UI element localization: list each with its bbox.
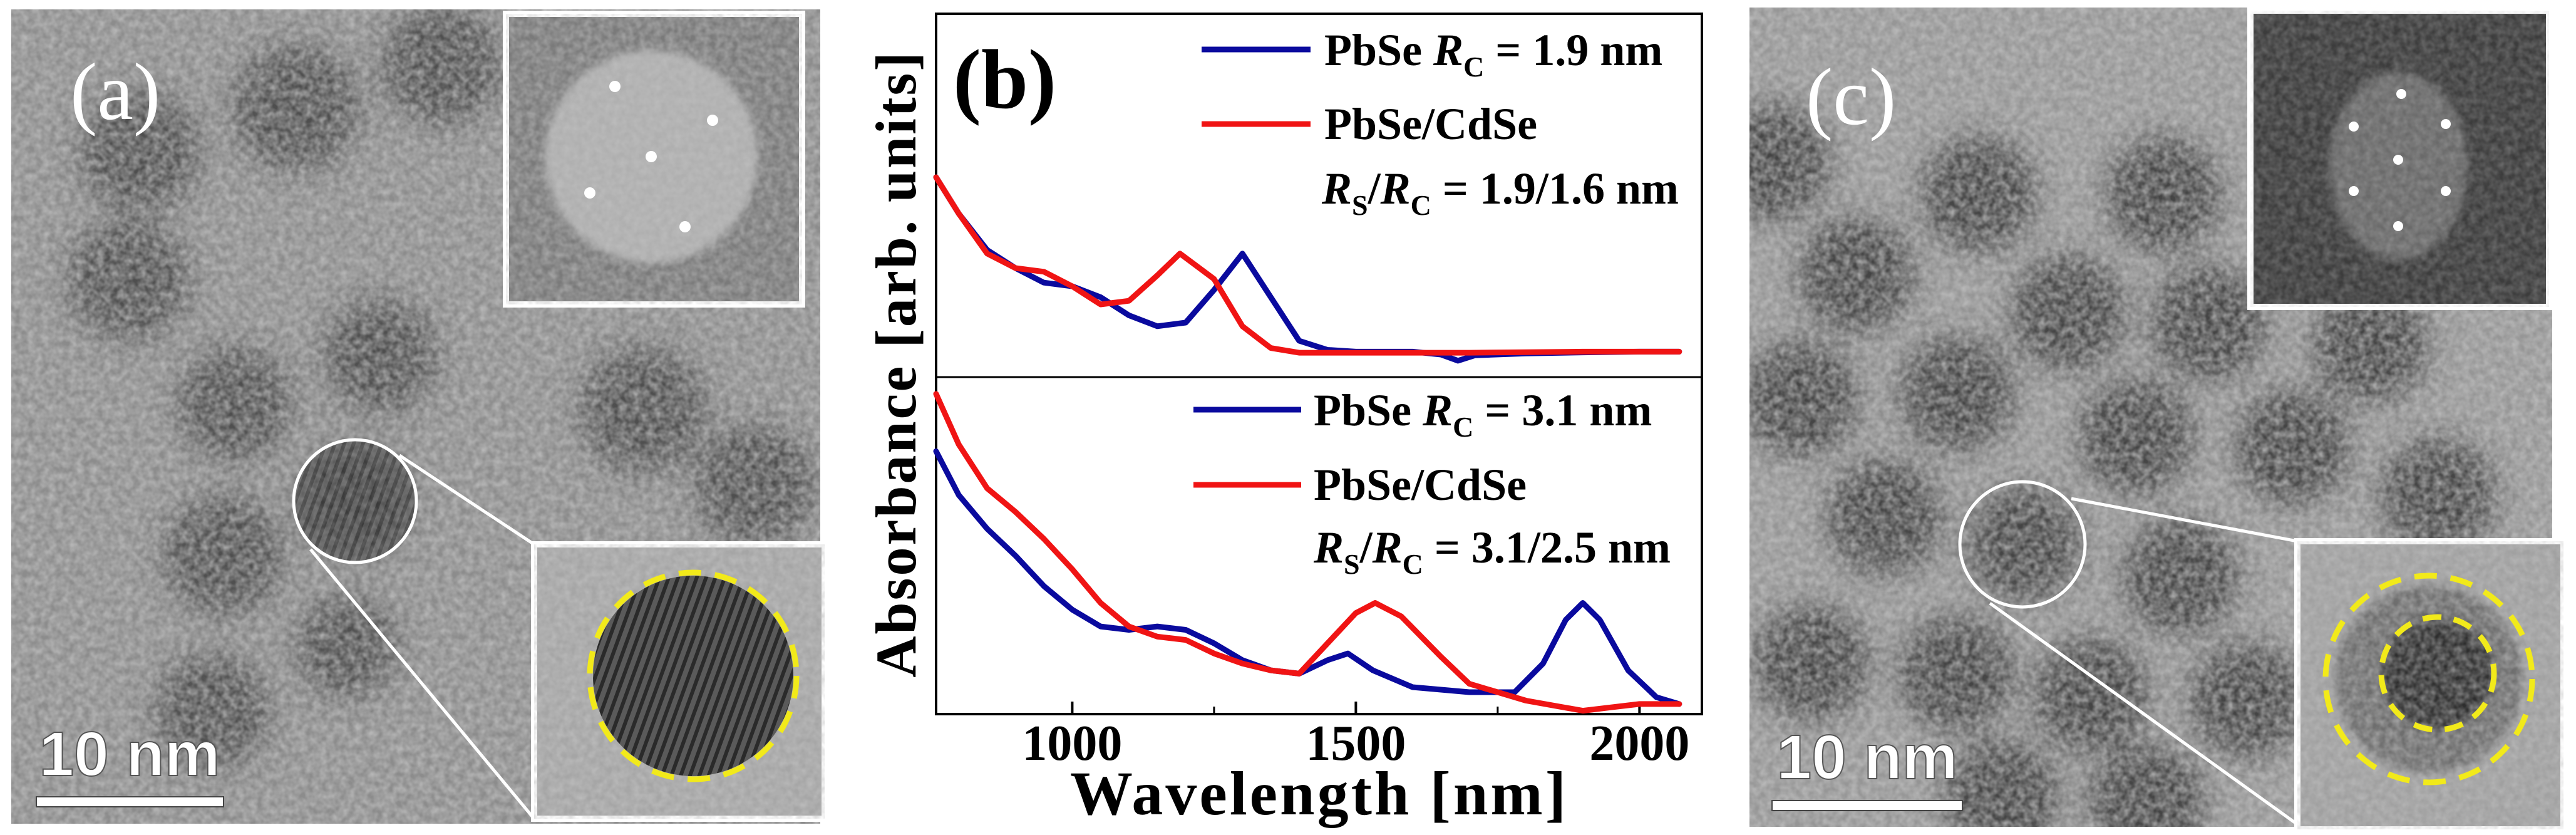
legend-top: PbSe RC = 1.9 nm PbSe/CdSe RS/RC = 1.9/1… <box>1202 25 1679 221</box>
scale-bar-label-c: 10 nm <box>1776 722 1957 792</box>
fft-inset-a <box>503 11 805 308</box>
scale-bar-c <box>1771 800 1963 811</box>
diffraction-spot <box>2441 186 2451 196</box>
panel-label-c: (c) <box>1806 52 1896 142</box>
diffraction-spot <box>609 81 621 92</box>
diffraction-spot <box>646 151 657 162</box>
diffraction-spot <box>2393 221 2403 231</box>
tem-image-panel-c: (c) 10 nm <box>1749 8 2567 832</box>
diffraction-spot <box>707 115 718 126</box>
x-tick-label: 2000 <box>1589 716 1689 771</box>
zoom-connector-line <box>398 454 535 546</box>
legend-label-pbse-cdse: PbSe/CdSe <box>1314 460 1527 510</box>
plot-frame <box>935 13 1703 715</box>
selected-nanocrystal <box>294 440 416 563</box>
diffraction-spot <box>584 187 595 199</box>
diffraction-spot <box>2349 186 2359 196</box>
diffraction-spot <box>2349 122 2359 132</box>
absorbance-chart: 1000 1500 2000 (b) PbSe RC = 1.9 nm PbSe/C… <box>864 13 1703 828</box>
panel-label-b: (b) <box>953 33 1056 127</box>
diffraction-spot <box>2396 89 2406 99</box>
legend-label-pbse-cdse-radii: RS/RC = 3.1/2.5 nm <box>1313 522 1671 580</box>
legend-label-pbse-cdse-radii: RS/RC = 1.9/1.6 nm <box>1321 163 1679 221</box>
panel-label-a: (a) <box>70 47 160 137</box>
y-axis-label: Absorbance [arb. units] <box>864 50 928 678</box>
x-tick-label: 1500 <box>1306 716 1406 771</box>
hrtem-inset-a <box>531 541 828 822</box>
zoom-connector-line <box>1989 601 2299 826</box>
series-line-bottom-pbse-cdse <box>933 391 1682 714</box>
dashed-circle <box>587 569 800 782</box>
scale-bar-label-a: 10 nm <box>39 719 220 789</box>
legend-label-pbse-cdse: PbSe/CdSe <box>1324 99 1537 149</box>
zoom-connector-line <box>309 548 535 820</box>
dashed-circle-core <box>2378 614 2497 733</box>
highlight-circle <box>1958 480 2087 609</box>
diffraction-spot <box>2441 119 2451 129</box>
fft-inset-c <box>2247 8 2552 310</box>
x-axis-label: Wavelength [nm] <box>1070 759 1569 828</box>
legend-label-pbse: PbSe RC = 1.9 nm <box>1324 25 1662 83</box>
tem-image-panel-a: (a) 10 nm <box>11 9 828 824</box>
hrtem-inset-c <box>2294 538 2567 832</box>
x-tick-label: 1000 <box>1022 716 1122 771</box>
dashed-circle-shell <box>2322 573 2535 786</box>
scale-bar-a <box>36 796 224 807</box>
diffraction-spot <box>679 221 691 232</box>
legend-label-pbse: PbSe RC = 3.1 nm <box>1314 385 1652 443</box>
diffraction-spot <box>2393 155 2403 165</box>
legend-bottom: PbSe RC = 3.1 nm PbSe/CdSe RS/RC = 3.1/2… <box>1193 385 1671 580</box>
zoom-connector-line <box>2071 497 2298 543</box>
series-line-top-pbse-cdse <box>933 174 1682 356</box>
highlight-circle <box>292 438 418 564</box>
